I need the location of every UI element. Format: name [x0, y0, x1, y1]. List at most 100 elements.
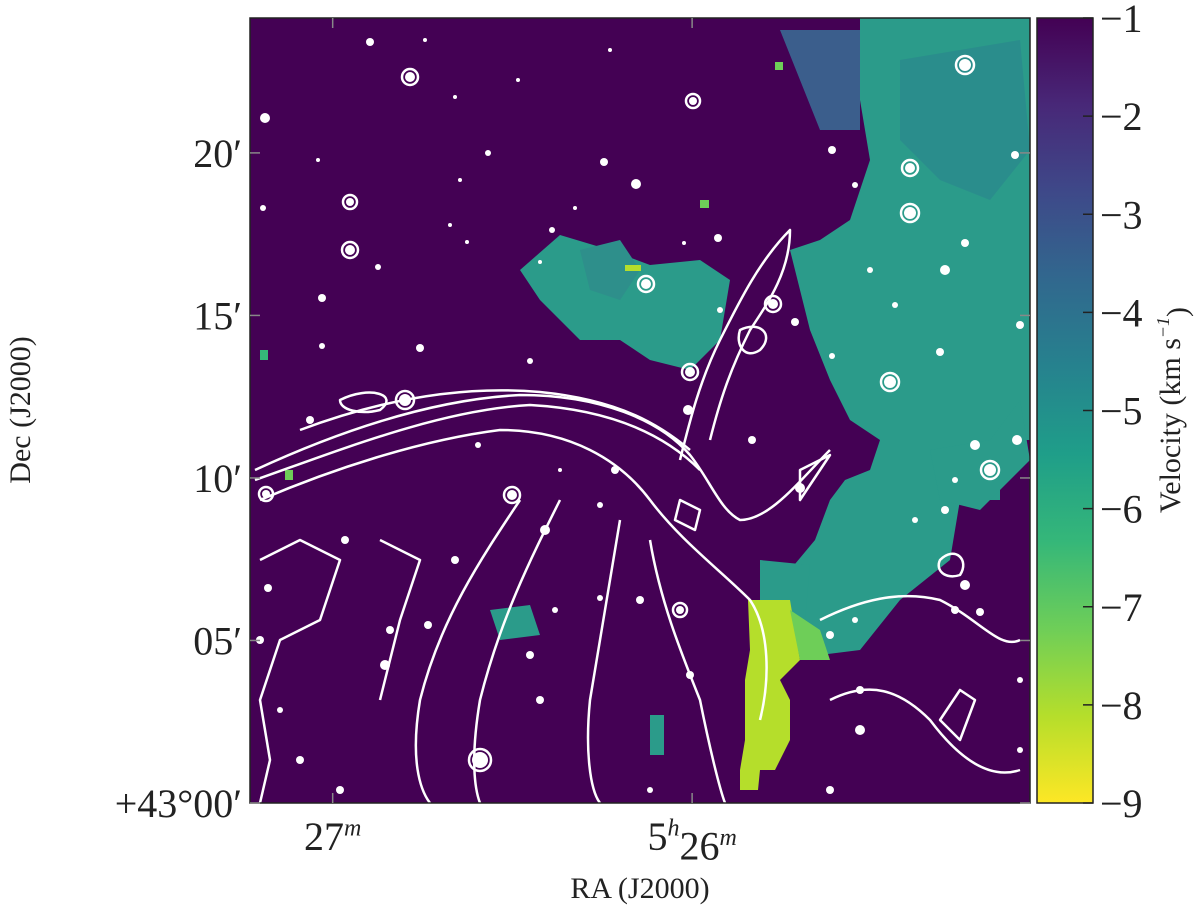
star — [296, 756, 304, 764]
star — [689, 97, 697, 105]
star — [936, 348, 944, 356]
star — [405, 72, 415, 82]
colorbar-tick-label: −4 — [1100, 290, 1143, 335]
star — [984, 464, 996, 476]
star-ring — [340, 240, 360, 260]
star — [399, 394, 411, 406]
star — [540, 525, 550, 535]
star — [448, 223, 452, 227]
contour — [338, 391, 388, 414]
star — [516, 78, 520, 82]
star-ring — [979, 459, 1001, 481]
star — [458, 178, 462, 182]
emission-region — [740, 600, 800, 790]
star — [507, 490, 517, 500]
star — [683, 405, 693, 415]
star — [485, 150, 491, 156]
emission-region — [900, 40, 1030, 200]
star — [856, 686, 864, 694]
star — [526, 651, 534, 659]
star — [346, 198, 354, 206]
star-ring — [257, 485, 275, 503]
y-tick-label: 15′ — [193, 293, 242, 338]
star — [318, 294, 326, 302]
star — [366, 38, 374, 46]
star — [631, 179, 641, 189]
star — [940, 265, 950, 275]
y-tick-label: 20′ — [193, 131, 242, 176]
star — [829, 353, 835, 359]
contour — [937, 552, 965, 578]
star — [260, 205, 266, 211]
star — [714, 234, 722, 242]
contour — [299, 389, 691, 451]
x-axis-label: RA (J2000) — [570, 872, 709, 905]
star — [573, 206, 577, 210]
star — [386, 626, 394, 634]
star — [855, 725, 865, 735]
star — [647, 787, 653, 793]
colorbar-label: Velocity (km s−1​) — [1153, 307, 1194, 513]
colorbar-tick-label: −1 — [1100, 0, 1143, 41]
star-ring — [879, 371, 901, 393]
star — [636, 596, 644, 604]
y-tick-label: 10′ — [193, 456, 242, 501]
star — [686, 671, 694, 679]
star — [380, 660, 390, 670]
star — [552, 607, 558, 613]
emission-region — [580, 240, 640, 300]
star — [341, 536, 349, 544]
star — [558, 468, 562, 472]
star — [717, 307, 723, 313]
emission-region — [285, 470, 293, 480]
star — [892, 302, 898, 308]
star — [1012, 435, 1022, 445]
star — [768, 299, 778, 309]
star — [959, 59, 971, 71]
star — [682, 241, 686, 245]
contour — [378, 538, 422, 701]
y-tick-label: 05′ — [193, 618, 242, 663]
star — [952, 477, 958, 483]
x-tick-label: 27m​ — [304, 814, 361, 859]
star — [905, 163, 915, 173]
star — [884, 376, 896, 388]
emission-region — [490, 605, 540, 640]
star — [453, 95, 457, 99]
emission-region — [520, 235, 730, 370]
colorbar-tick-label: −8 — [1100, 683, 1143, 728]
colorbar-tick-label: −3 — [1100, 192, 1143, 237]
emission-region — [700, 200, 709, 208]
colorbar-tick-label: −2 — [1100, 94, 1143, 139]
star — [970, 440, 980, 450]
contour — [819, 594, 1021, 644]
contour — [586, 519, 622, 803]
star — [912, 517, 918, 523]
star — [277, 707, 283, 713]
star — [795, 483, 805, 493]
plot-frame — [249, 17, 1031, 804]
star — [597, 502, 603, 508]
star — [472, 752, 488, 768]
star-ring — [680, 362, 700, 382]
colorbar-tick-label: −9 — [1100, 781, 1143, 826]
star — [597, 595, 603, 601]
star — [852, 182, 858, 188]
colorbar-tick-label: −5 — [1100, 389, 1143, 434]
star-ring — [684, 92, 702, 110]
star — [306, 416, 314, 424]
contour — [678, 228, 792, 461]
emission-region — [780, 30, 860, 130]
star — [538, 260, 542, 264]
star — [424, 621, 432, 629]
star — [465, 240, 469, 244]
stars — [256, 38, 1024, 794]
star-ring — [467, 747, 493, 773]
contour — [648, 539, 727, 803]
star — [260, 113, 270, 123]
star — [826, 786, 834, 794]
star — [611, 466, 619, 474]
star — [608, 48, 612, 52]
star — [423, 38, 427, 42]
